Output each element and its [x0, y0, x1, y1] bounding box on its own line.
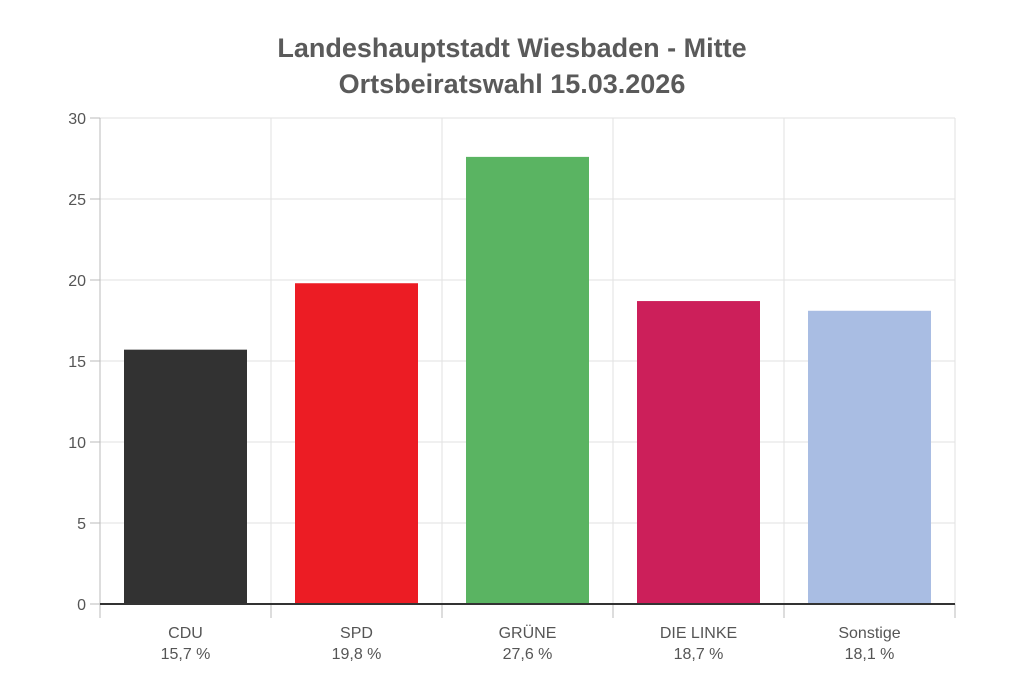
y-tick-label: 5	[77, 516, 86, 533]
y-tick-label: 20	[68, 273, 86, 290]
chart-title-line-1: Landeshauptstadt Wiesbaden - Mitte	[277, 33, 747, 63]
value-label: 15,7 %	[161, 646, 211, 663]
chart-title-line-2: Ortsbeiratswahl 15.03.2026	[338, 69, 686, 99]
category-label: Sonstige	[838, 625, 900, 642]
value-label: 19,8 %	[332, 646, 382, 663]
category-label: SPD	[340, 625, 373, 642]
y-tick-label: 15	[68, 354, 86, 371]
chart-title: Landeshauptstadt Wiesbaden - Mitte Ortsb…	[0, 30, 1024, 102]
bar-sonstige	[808, 310, 931, 604]
value-label: 18,1 %	[845, 646, 895, 663]
y-tick-label: 10	[68, 435, 86, 452]
y-tick-label: 25	[68, 192, 86, 209]
y-tick-label: 30	[68, 111, 86, 128]
category-label: CDU	[168, 625, 203, 642]
bar-grüne	[466, 156, 589, 604]
category-label: GRÜNE	[499, 624, 557, 642]
bar-die-linke	[637, 301, 760, 604]
y-tick-label: 0	[77, 597, 86, 614]
bar-cdu	[124, 349, 247, 604]
value-label: 18,7 %	[674, 646, 724, 663]
category-label: DIE LINKE	[660, 625, 737, 642]
value-label: 27,6 %	[503, 646, 553, 663]
bar-spd	[295, 283, 418, 604]
